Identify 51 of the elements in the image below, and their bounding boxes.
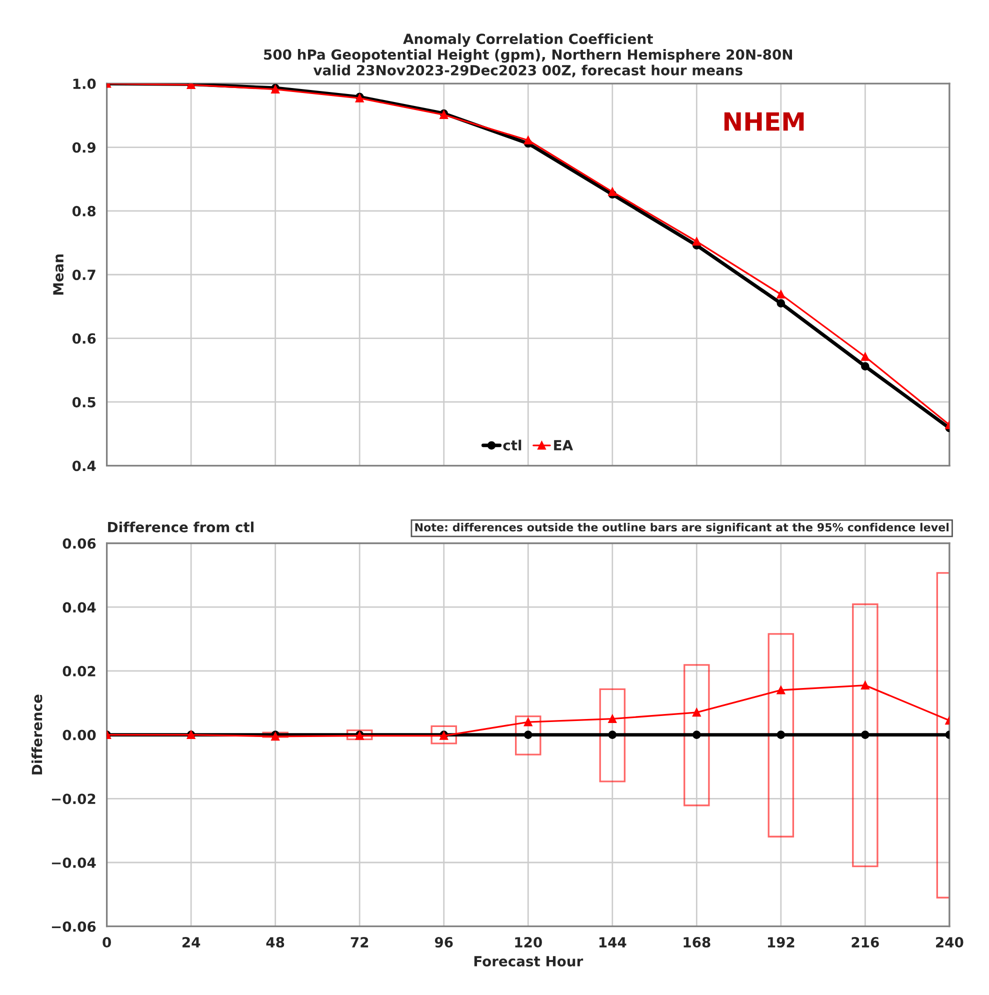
y-tick-label: 0.04	[62, 602, 96, 613]
y-tick-label: 0.6	[72, 333, 96, 344]
y-axis-title: Mean	[53, 254, 64, 295]
x-tick-label: 96	[434, 937, 453, 948]
y-tick-label: 0.02	[62, 666, 96, 676]
point	[692, 730, 701, 739]
point	[776, 290, 786, 299]
point	[692, 708, 701, 717]
point	[776, 686, 786, 694]
annotation: NHEM	[724, 112, 804, 131]
y-tick-label: −0.02	[52, 794, 96, 804]
point	[861, 681, 870, 690]
x-tick-label: 216	[852, 937, 879, 948]
y-tick-label: 0.7	[72, 270, 96, 280]
y-tick-label: 1.0	[73, 78, 96, 90]
x-tick-label: 192	[768, 937, 794, 948]
point	[608, 714, 617, 724]
point	[861, 730, 870, 739]
x-tick-label: 240	[936, 937, 964, 948]
legend-label: EA	[554, 440, 573, 450]
point	[861, 352, 870, 361]
point	[608, 730, 617, 739]
y-tick-label: 0.06	[62, 538, 96, 549]
legend-label: ctl	[503, 440, 522, 450]
point	[861, 362, 870, 370]
point	[776, 299, 786, 308]
y-axis-title: Difference	[31, 694, 42, 774]
y-tick-label: 0.5	[72, 396, 96, 408]
y-tick-label: 0.8	[72, 206, 96, 216]
x-tick-label: 48	[266, 937, 284, 948]
text: Note: differences outside the outline bars are significant at the 95% confidence level	[415, 522, 949, 534]
x-tick-label: 24	[182, 937, 200, 948]
chart-title: Difference from ctl	[108, 522, 254, 532]
point	[608, 188, 617, 196]
point	[524, 718, 532, 726]
point	[692, 237, 701, 246]
x-axis-title: Forecast Hour	[474, 956, 584, 967]
y-tick-label: −0.06	[52, 921, 96, 932]
x-tick-label: 0	[102, 937, 111, 948]
x-tick-label: 168	[684, 937, 710, 948]
point	[776, 730, 786, 739]
x-tick-label: 144	[599, 937, 626, 948]
y-tick-label: −0.04	[52, 857, 96, 868]
x-tick-label: 120	[515, 937, 542, 948]
x-tick-label: 72	[350, 937, 368, 948]
y-tick-label: 0.9	[72, 142, 96, 153]
chart-title: Anomaly Correlation Coefficient 500 hPa Geopotential Height (gpm), Northern Hemisphere 20N-80N valid 23Nov2023-29Dec2023 00Z, forecast hour means	[264, 33, 792, 78]
point	[524, 136, 532, 144]
y-tick-label: 0.4	[72, 460, 96, 472]
y-tick-label: 0.00	[62, 730, 96, 740]
point	[524, 730, 532, 739]
